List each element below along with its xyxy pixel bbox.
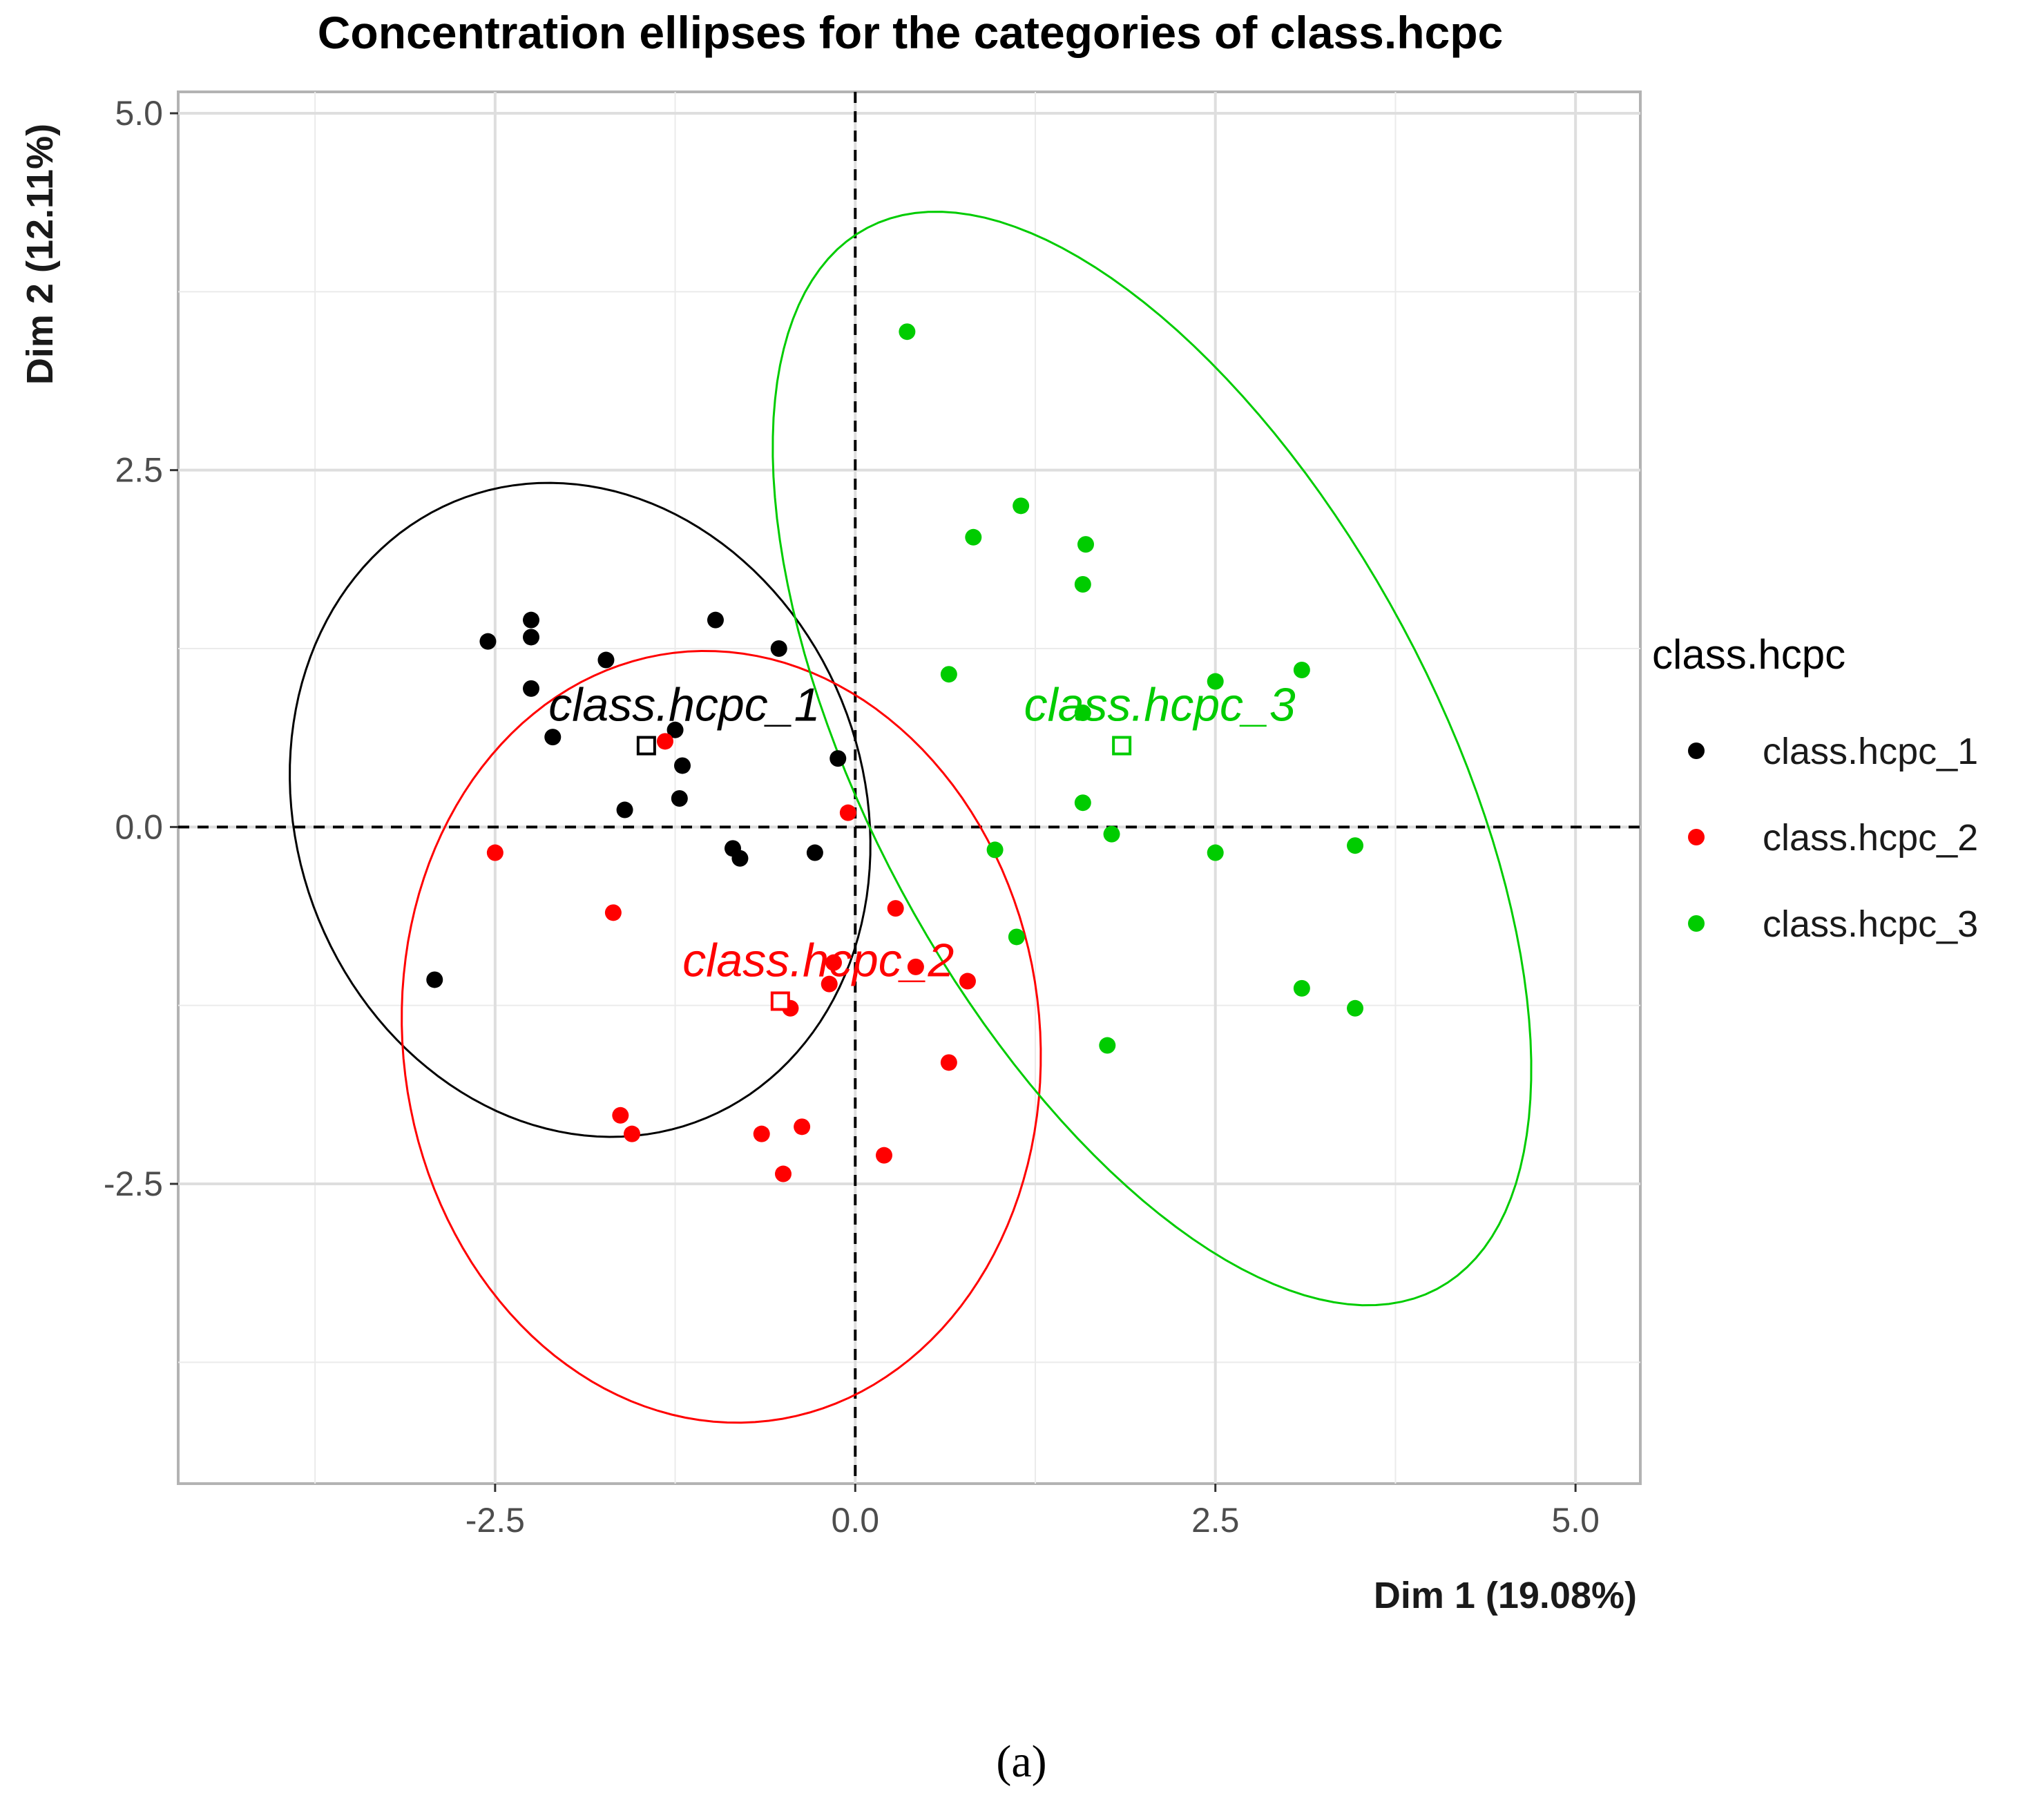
point-class.hcpc_3 [1099,1037,1116,1054]
point-class.hcpc_1 [523,680,539,697]
point-class.hcpc_2 [612,1107,629,1124]
point-class.hcpc_2 [821,975,838,993]
x-tick-label: 2.5 [1191,1501,1240,1540]
point-class.hcpc_2 [775,1165,792,1182]
point-class.hcpc_3 [1074,705,1091,721]
x-tick-label: 5.0 [1551,1501,1600,1540]
point-class.hcpc_2 [486,844,503,861]
figure-caption: (a) [996,1736,1046,1787]
point-class.hcpc_2 [753,1125,770,1142]
group-labels: class.hcpc_1 class.hcpc_2 class.hcpc_3 [548,679,1296,987]
reference-lines [178,92,1640,1484]
ellipse-class.hcpc_2 [401,649,1042,1424]
point-class.hcpc_1 [829,750,847,767]
point-class.hcpc_1 [770,640,787,657]
y-tick-label: 5.0 [115,94,163,133]
legend-label-class.hcpc_1: class.hcpc_1 [1763,731,1978,772]
centroid-class.hcpc_3 [1112,736,1132,756]
point-class.hcpc_2 [604,904,622,921]
point-class.hcpc_2 [940,1054,957,1071]
point-class.hcpc_3 [1293,662,1310,678]
point-class.hcpc_1 [616,801,633,818]
y-tick-label: -2.5 [104,1165,163,1203]
point-class.hcpc_2 [825,954,842,971]
ellipse-class.hcpc_3 [771,211,1533,1307]
x-axis-title: Dim 1 (19.08%) [1374,1575,1637,1616]
concentration-ellipses [289,211,1533,1424]
point-class.hcpc_2 [959,973,976,990]
point-class.hcpc_1 [671,790,688,807]
legend-title: class.hcpc [1652,631,1845,678]
point-class.hcpc_3 [1074,794,1091,812]
x-axis-ticks: -2.5 0.0 2.5 5.0 [466,1484,1600,1540]
y-axis-title: Dim 2 (12.11%) [19,124,61,385]
centroid-markers [636,736,1132,1011]
y-tick-label: 0.0 [115,807,163,846]
legend-key-class.hcpc_1 [1688,743,1705,759]
major-gridlines [178,92,1640,1484]
point-class.hcpc_1 [426,971,443,988]
group-label-class.hcpc_3: class.hcpc_3 [1024,679,1296,731]
point-class.hcpc_2 [656,733,673,750]
data-points [426,323,1364,1182]
chart-title: Concentration ellipses for the categorie… [318,7,1503,58]
point-class.hcpc_2 [887,900,904,917]
x-tick-label: -2.5 [466,1501,525,1540]
point-class.hcpc_3 [1077,536,1094,553]
legend-key-class.hcpc_3 [1688,915,1705,932]
point-class.hcpc_1 [544,729,562,746]
group-label-class.hcpc_2: class.hcpc_2 [682,934,954,986]
point-class.hcpc_3 [1293,979,1310,997]
point-class.hcpc_1 [523,611,539,629]
legend-key-class.hcpc_2 [1688,829,1705,845]
y-axis-ticks: 5.0 2.5 0.0 -2.5 [104,94,178,1203]
point-class.hcpc_2 [794,1118,811,1136]
point-class.hcpc_3 [1347,837,1364,854]
point-class.hcpc_3 [1013,497,1030,515]
point-class.hcpc_3 [986,841,1004,859]
y-tick-label: 2.5 [115,451,163,490]
minor-gridlines [178,92,1640,1484]
point-class.hcpc_3 [1207,673,1224,690]
point-class.hcpc_1 [731,850,749,867]
legend: class.hcpc class.hcpc_1class.hcpc_2class… [1652,631,1978,945]
point-class.hcpc_1 [597,651,615,669]
point-class.hcpc_1 [523,629,539,646]
point-class.hcpc_2 [624,1125,640,1142]
point-class.hcpc_3 [1074,576,1091,593]
point-class.hcpc_2 [907,958,924,975]
legend-label-class.hcpc_3: class.hcpc_3 [1763,903,1978,945]
legend-label-class.hcpc_2: class.hcpc_2 [1763,817,1978,859]
group-label-class.hcpc_1: class.hcpc_1 [548,679,820,731]
centroid-class.hcpc_2 [770,991,790,1011]
point-class.hcpc_1 [707,611,724,629]
point-class.hcpc_3 [1207,844,1224,861]
ellipse-class.hcpc_1 [289,481,872,1138]
point-class.hcpc_3 [1103,825,1120,843]
point-class.hcpc_2 [876,1147,892,1164]
point-class.hcpc_3 [1008,928,1025,946]
plot-panel [177,90,1642,1485]
legend-items: class.hcpc_1 class.hcpc_2 class.hcpc_3 [1688,731,1978,945]
point-class.hcpc_3 [940,666,957,683]
point-class.hcpc_3 [965,528,982,546]
point-class.hcpc_3 [899,323,916,341]
point-class.hcpc_3 [1347,999,1364,1017]
point-class.hcpc_1 [806,844,823,861]
point-class.hcpc_1 [666,721,684,738]
point-class.hcpc_1 [674,757,691,774]
centroid-class.hcpc_1 [636,736,656,756]
point-class.hcpc_1 [479,633,497,650]
point-class.hcpc_2 [839,804,856,821]
x-tick-label: 0.0 [832,1501,880,1540]
